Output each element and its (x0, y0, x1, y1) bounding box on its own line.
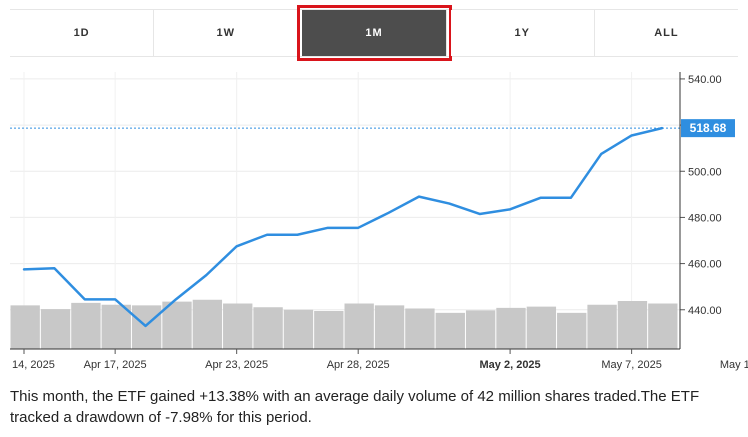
volume-bar (71, 302, 101, 349)
volume-bar (253, 307, 283, 349)
last-price-badge (681, 119, 735, 138)
x-tick-label: May 12, 2025 (720, 359, 748, 371)
tab-1y[interactable]: 1Y (450, 10, 595, 56)
x-tick-label: Apr 28, 2025 (327, 359, 390, 371)
volume-bars (10, 299, 678, 349)
volume-bar (617, 301, 648, 349)
price-chart[interactable]: 540.00520.00500.00480.00460.00440.0014, … (0, 62, 748, 372)
x-tick-label: May 7, 2025 (601, 359, 662, 371)
volume-bar (557, 312, 587, 349)
x-tick-label: Apr 17, 2025 (84, 359, 147, 371)
volume-bar (526, 306, 557, 349)
x-tick-label: May 2, 2025 (480, 359, 541, 371)
x-tick-label: 14, 2025 (12, 359, 55, 371)
volume-bar (131, 305, 162, 349)
volume-bar (223, 303, 253, 349)
timeframe-tabs: 1D 1W 1M 1Y ALL (10, 5, 739, 61)
y-tick-label: 480.00 (688, 212, 722, 224)
volume-bar (192, 299, 223, 349)
volume-bar (465, 310, 496, 349)
tab-1d[interactable]: 1D (10, 10, 155, 56)
volume-bar (496, 307, 526, 349)
chart-axes: 540.00520.00500.00480.00460.00440.0014, … (10, 72, 748, 371)
volume-bar (162, 301, 192, 349)
volume-bar (10, 305, 40, 349)
performance-summary: This month, the ETF gained +13.38% with … (10, 388, 700, 426)
volume-bar (374, 305, 405, 349)
volume-bar (314, 310, 344, 349)
price-line-group (10, 126, 680, 328)
y-tick-label: 500.00 (688, 166, 722, 178)
tab-1w[interactable]: 1W (154, 10, 299, 56)
volume-bar (435, 312, 465, 349)
y-tick-label: 460.00 (688, 259, 722, 271)
y-tick-label: 540.00 (688, 74, 722, 86)
volume-bar (344, 303, 374, 349)
last-price-label: 518.68 (690, 121, 727, 135)
tab-all[interactable]: ALL (594, 10, 739, 56)
y-tick-label: 440.00 (688, 305, 722, 317)
volume-bar (587, 304, 617, 349)
volume-bar (101, 304, 131, 349)
x-tick-label: Apr 23, 2025 (205, 359, 268, 371)
volume-bar (40, 309, 71, 349)
price-line (22, 126, 664, 328)
tab-1m[interactable]: 1M (297, 5, 452, 61)
volume-bar (648, 303, 678, 349)
volume-bar (405, 308, 435, 349)
volume-bar (283, 309, 314, 349)
